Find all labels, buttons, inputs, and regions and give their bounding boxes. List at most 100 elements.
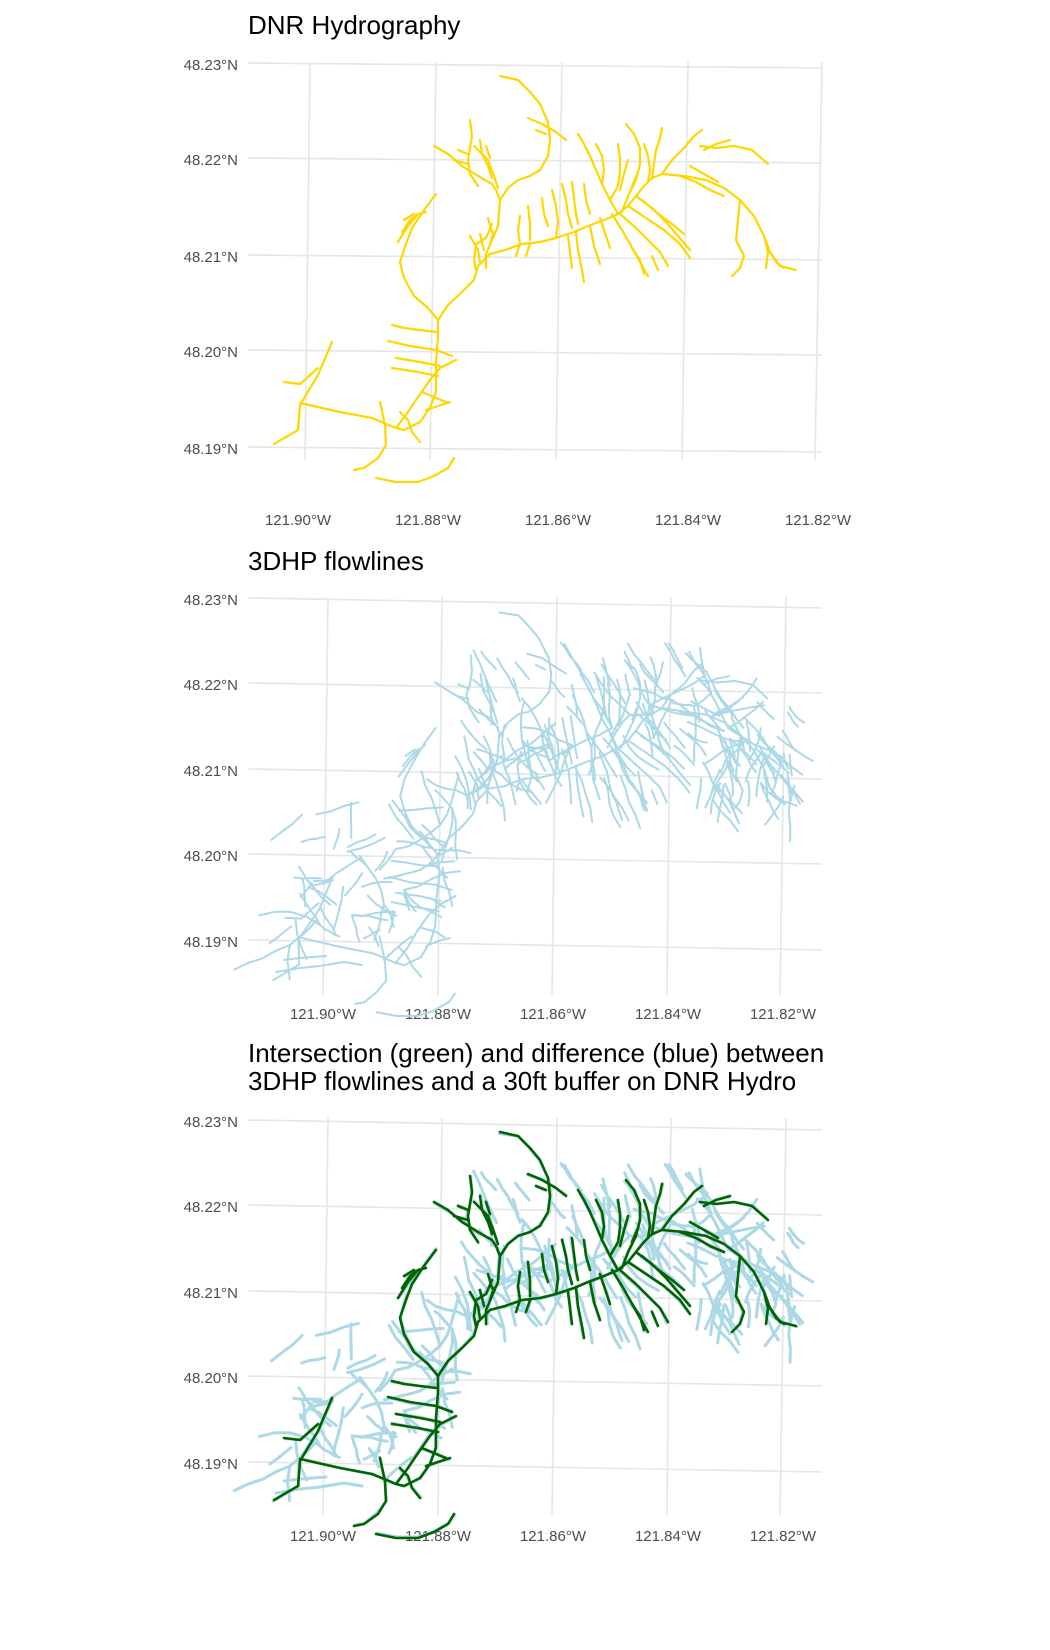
flowline: [566, 234, 574, 270]
flowline: [760, 1271, 781, 1288]
flowline: [627, 642, 659, 684]
flowline: [598, 1296, 631, 1344]
flowline: [686, 1252, 709, 1265]
flowline: [534, 772, 546, 790]
flowline: [454, 755, 472, 811]
flowline: [688, 164, 720, 184]
flowline: [622, 734, 660, 771]
flowline: [388, 910, 395, 934]
flowline: [566, 1290, 574, 1326]
flowline: [477, 779, 503, 808]
flowline: [629, 712, 656, 717]
flowline: [609, 733, 637, 777]
graticule-lat-3: [247, 853, 823, 865]
flowline: [782, 1273, 790, 1292]
flowline: [300, 853, 441, 967]
flowline: [691, 687, 701, 723]
flowline: [618, 1268, 670, 1324]
flowline: [482, 735, 496, 772]
flowline: [312, 878, 334, 883]
flowline: [484, 144, 492, 160]
flowline: [521, 726, 573, 746]
flowline: [383, 935, 413, 961]
flowline: [619, 775, 642, 829]
flowline: [599, 776, 630, 822]
flowline: [761, 745, 776, 768]
flowline: [362, 1449, 382, 1461]
flowline: [480, 650, 497, 670]
flowline: [781, 1250, 797, 1274]
flowline: [383, 869, 421, 880]
flowline: [747, 727, 762, 762]
lon-tick-label: 121.84°W: [655, 512, 722, 529]
flowline: [640, 198, 686, 236]
flowline: [462, 1255, 480, 1303]
lon-tick-label: 121.90°W: [290, 1006, 357, 1023]
graticule-lat-4: [247, 939, 823, 951]
flowline: [719, 1276, 730, 1296]
flowline: [756, 733, 783, 761]
flowline: [678, 1248, 708, 1278]
flowline: [712, 1279, 732, 1313]
flowline: [390, 323, 438, 334]
flowline: [774, 1273, 791, 1296]
flowline: [786, 1304, 792, 1364]
flowline: [638, 1183, 665, 1215]
flowline: [363, 929, 381, 940]
flowline: [620, 659, 642, 749]
flowline: [434, 848, 472, 854]
graticule: [247, 596, 823, 996]
flowline: [619, 1295, 642, 1351]
flowline: [610, 678, 622, 737]
flowline: [602, 737, 622, 759]
flowline: [424, 1456, 452, 1468]
flowline: [403, 889, 417, 913]
flowline: [391, 799, 433, 849]
flowline: [514, 661, 531, 680]
flowline: [498, 1130, 552, 1258]
lon-tick-label: 121.90°W: [265, 512, 332, 529]
flowline: [561, 716, 573, 765]
flowline: [695, 777, 703, 810]
flowline: [489, 697, 493, 726]
flowline: [489, 767, 506, 822]
river-layer-dnr: [272, 74, 798, 484]
flowline: [348, 1370, 369, 1389]
flowline: [472, 1169, 498, 1225]
flowline: [593, 707, 605, 739]
flowline: [504, 751, 526, 770]
flowline: [346, 1357, 387, 1375]
flowline: [642, 142, 652, 184]
flowline: [650, 254, 660, 272]
flowline: [643, 679, 651, 717]
river-layer-dense: [233, 611, 814, 1017]
flowline: [498, 74, 552, 202]
flowline: [489, 767, 533, 793]
flowline: [744, 717, 765, 741]
graticule-lat-1: [247, 682, 823, 694]
lat-tick-label: 48.22°N: [184, 1199, 238, 1216]
flowline: [636, 713, 668, 742]
flowline: [618, 158, 630, 192]
flowline: [648, 1224, 696, 1239]
flowline: [641, 1223, 656, 1261]
flowline: [456, 148, 470, 156]
flowline: [374, 1512, 456, 1540]
flowline: [601, 657, 612, 687]
flowline: [598, 1272, 612, 1306]
flowline: [286, 944, 291, 981]
flowline: [299, 882, 313, 898]
flowline: [545, 744, 573, 804]
flowline: [396, 210, 428, 244]
flowline: [550, 1244, 560, 1296]
graticule-lon-2: [551, 1117, 558, 1516]
flowline: [679, 727, 707, 757]
flowline: [351, 914, 361, 943]
flowline: [598, 752, 611, 784]
flowline: [268, 1445, 293, 1466]
graticule-lat-4: [247, 1461, 823, 1473]
flowline: [534, 1292, 546, 1312]
flowline: [398, 192, 440, 322]
lat-tick-label: 48.22°N: [184, 677, 238, 694]
flowline: [660, 1184, 704, 1232]
